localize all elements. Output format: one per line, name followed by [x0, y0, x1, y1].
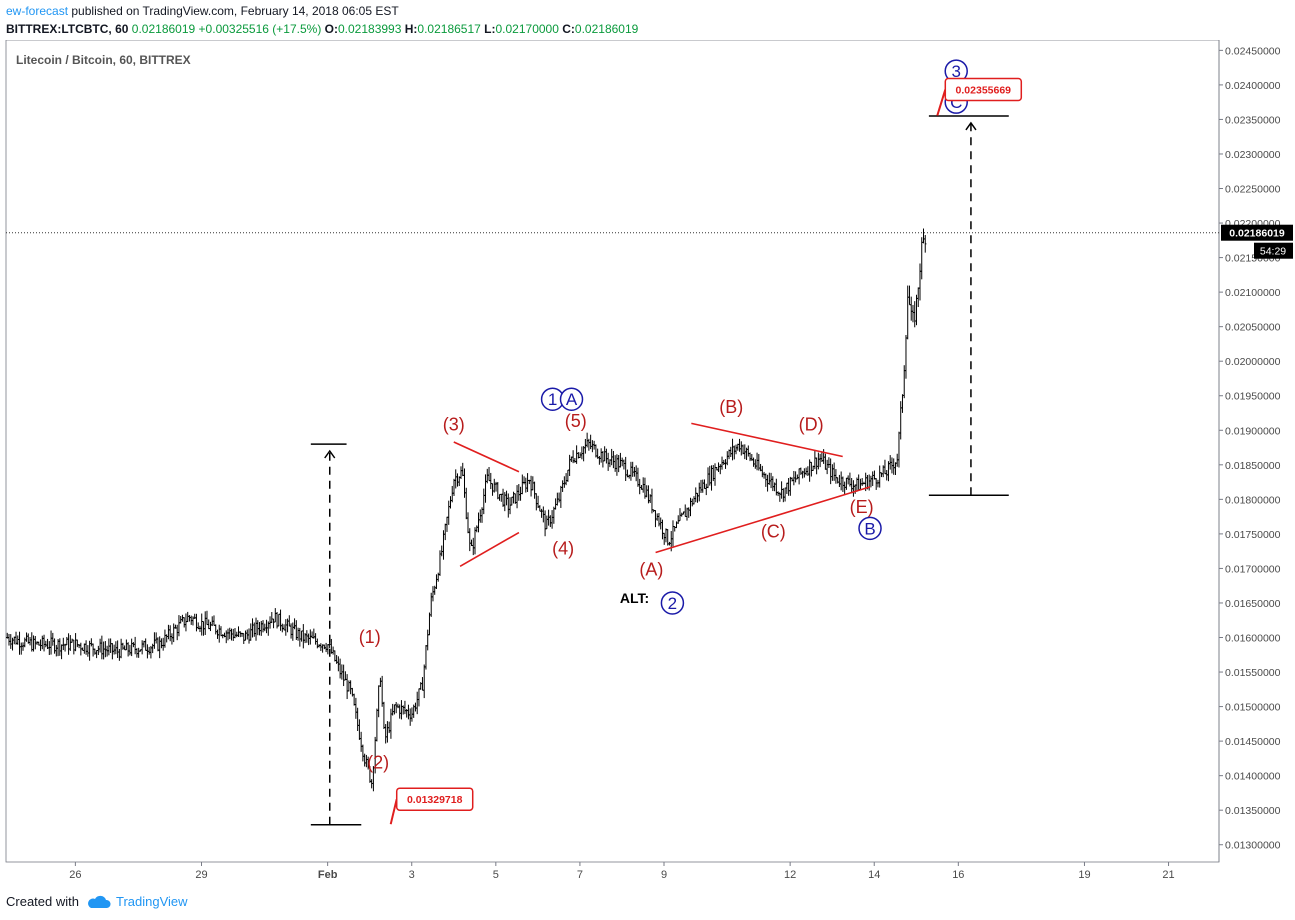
y-tick-label: 0.01350000	[1225, 805, 1281, 817]
wave-label: (2)	[367, 753, 389, 773]
y-tick-label: 0.01400000	[1225, 771, 1281, 783]
x-tick-label: Feb	[318, 869, 338, 881]
tradingview-link[interactable]: TradingView	[87, 894, 188, 909]
wave-label: (3)	[443, 414, 465, 434]
low-label: L:	[484, 22, 496, 36]
y-tick-label: 0.02350000	[1225, 114, 1281, 126]
triangle-upper-line	[453, 441, 520, 473]
y-tick-label: 0.01800000	[1225, 494, 1281, 506]
wave-circle-label: A	[566, 390, 578, 409]
x-tick-label: 26	[69, 869, 81, 881]
last-price: 0.02186019	[131, 22, 196, 36]
y-tick-label: 0.02100000	[1225, 287, 1281, 299]
ohlc-header: BITTREX:LTCBTC, 60 0.02186019 +0.0032551…	[6, 22, 638, 36]
x-tick-label: 19	[1078, 869, 1090, 881]
countdown-text: 54:29	[1260, 246, 1286, 258]
y-tick-label: 0.01850000	[1225, 460, 1281, 472]
symbol-label: BITTREX:LTCBTC, 60	[6, 22, 129, 36]
wave-label: (5)	[565, 411, 587, 431]
tradingview-cloud-icon	[88, 895, 111, 908]
publish-info: published on TradingView.com, February 1…	[71, 4, 399, 18]
target-callout-box	[944, 77, 1023, 102]
low-callout-text: 0.01329718	[407, 794, 463, 806]
current-price-text: 0.02186019	[1229, 228, 1285, 240]
publish-header: ew-forecast published on TradingView.com…	[6, 4, 399, 18]
y-tick-label: 0.02050000	[1225, 322, 1281, 334]
y-tick-label: 0.01650000	[1225, 598, 1281, 610]
y-tick-label: 0.01550000	[1225, 667, 1281, 679]
target-callout-pointer	[936, 89, 947, 116]
measure-left-arrow	[324, 449, 336, 459]
wave-label: ALT:	[620, 590, 649, 606]
current-price-badge	[1221, 224, 1293, 241]
price-chart[interactable]: Litecoin / Bitcoin, 60, BITTREX 0.013000…	[0, 40, 1295, 892]
triangle-upper-line-2	[691, 422, 843, 458]
y-tick-label: 0.02250000	[1225, 184, 1281, 196]
low-value: 0.02170000	[495, 22, 559, 36]
y-tick-label: 0.02400000	[1225, 80, 1281, 92]
y-tick-label: 0.01600000	[1225, 633, 1281, 645]
price-badges: 0.02186019 54:29	[1221, 224, 1293, 259]
y-tick-label: 0.01750000	[1225, 529, 1281, 541]
wave-circle	[559, 387, 584, 411]
x-tick-label: 3	[409, 869, 415, 881]
footer: Created with TradingView	[6, 894, 188, 909]
y-tick-label: 0.01300000	[1225, 840, 1281, 852]
wave-label: (E)	[850, 497, 874, 517]
wave-circle	[660, 591, 685, 615]
open-value: 0.02183993	[338, 22, 402, 36]
y-tick-label: 0.01900000	[1225, 425, 1281, 437]
y-tick-label: 0.02450000	[1225, 45, 1281, 57]
y-tick-label: 0.01950000	[1225, 391, 1281, 403]
high-value: 0.02186517	[417, 22, 481, 36]
wave-circle	[858, 516, 882, 541]
wave-label: (4)	[552, 539, 574, 559]
low-callout-box	[395, 787, 474, 811]
x-tick-label: 16	[952, 869, 964, 881]
y-tick-label: 0.02000000	[1225, 356, 1281, 368]
wave-label: (D)	[799, 414, 824, 434]
x-tick-label: 5	[493, 869, 499, 881]
price-change: +0.00325516 (+17.5%)	[198, 22, 322, 36]
x-tick-label: 14	[868, 869, 880, 881]
x-tick-label: 21	[1162, 869, 1174, 881]
wave-circle-label: 1	[548, 390, 557, 409]
x-tick-label: 9	[661, 869, 667, 881]
open-label: O:	[324, 22, 338, 36]
countdown-badge	[1254, 242, 1293, 259]
wave-circle-label: B	[864, 519, 875, 538]
low-callout-pointer	[389, 798, 398, 825]
x-tick-label: 12	[784, 869, 796, 881]
annotations: (1)(2)(3)(4)(5)(A)(B)(C)(D)(E)ALT:1 AB2C3…	[6, 59, 1219, 826]
wave-label: (1)	[359, 627, 381, 647]
triangle-lower-line	[459, 531, 520, 568]
wave-circle-label: 2	[668, 594, 677, 613]
y-tick-label: 0.01450000	[1225, 736, 1281, 748]
x-tick-label: 29	[195, 869, 207, 881]
target-callout-text: 0.02355669	[956, 85, 1012, 97]
wave-circle-label: 3	[951, 62, 960, 81]
y-tick-label: 0.01700000	[1225, 563, 1281, 575]
close-label: C:	[562, 22, 575, 36]
wave-label: (C)	[761, 521, 786, 541]
time-axis[interactable]: 26 29 Feb 3 5 7 9 12 14 16 19 21	[69, 862, 1175, 881]
tradingview-brand: TradingView	[115, 894, 188, 909]
x-tick-label: 7	[577, 869, 583, 881]
y-tick-label: 0.02300000	[1225, 149, 1281, 161]
high-label: H:	[404, 22, 418, 36]
chart-title: Litecoin / Bitcoin, 60, BITTREX	[16, 53, 191, 67]
close-value: 0.02186019	[574, 22, 639, 36]
y-tick-label: 0.01500000	[1225, 702, 1281, 714]
wave-label: (A)	[639, 559, 663, 579]
author-link[interactable]: ew-forecast	[6, 4, 69, 18]
created-with-label: Created with	[6, 894, 79, 909]
wave-label: (B)	[719, 397, 743, 417]
measure-right-arrow	[965, 121, 977, 131]
plot-area[interactable]	[5, 40, 1220, 863]
triangle-lower-line-2	[655, 486, 871, 554]
price-axis[interactable]: 0.01300000 0.01350000 0.01400000 0.01450000…	[1219, 45, 1281, 852]
